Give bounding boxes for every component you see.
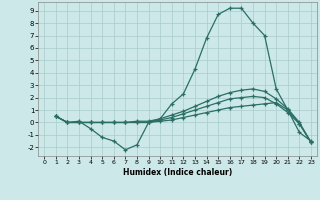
X-axis label: Humidex (Indice chaleur): Humidex (Indice chaleur): [123, 168, 232, 177]
